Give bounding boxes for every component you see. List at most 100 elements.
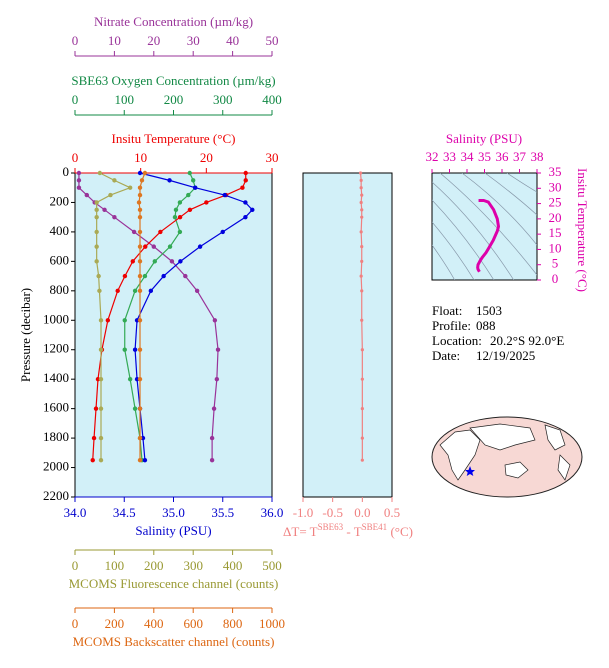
profile-point <box>137 259 143 264</box>
info-key: Date: <box>432 348 460 363</box>
x-tick-label: 34 <box>461 149 475 164</box>
profile-point <box>148 288 154 294</box>
profile-point <box>137 435 143 441</box>
profile-point <box>122 273 128 279</box>
profile-point <box>142 273 148 279</box>
profile-point <box>127 376 133 382</box>
axis-title: Nitrate Concentration (µm/kg) <box>94 14 253 29</box>
profile-point <box>112 214 117 220</box>
axis-title: MCOMS Backscatter channel (counts) <box>73 634 275 649</box>
profile-point <box>192 185 198 190</box>
x-tick-label: -0.5 <box>322 505 343 520</box>
profile-point <box>191 178 196 183</box>
profile-point <box>130 259 135 264</box>
profile-point <box>167 244 173 249</box>
y-tick-label: 400 <box>50 223 70 238</box>
x-tick-label: 0 <box>72 616 79 631</box>
x-tick-label: 200 <box>105 616 125 631</box>
profile-point <box>139 178 145 183</box>
profile-point <box>173 207 179 213</box>
profile-point <box>169 259 175 264</box>
delta-point <box>359 200 363 205</box>
info-block: Float: 1503 Profile: 088 Location: 20.2°… <box>432 303 564 363</box>
y-tick-label: 25 <box>549 195 562 210</box>
x-tick-label: 33 <box>443 149 456 164</box>
x-tick-label: 10 <box>134 150 147 165</box>
delta-point <box>360 348 364 352</box>
x-tick-label: 35.0 <box>162 505 185 520</box>
x-tick-label: 36.0 <box>261 505 284 520</box>
profile-point <box>186 192 191 198</box>
profile-point <box>105 318 111 323</box>
x-tick-label: 20 <box>147 33 160 48</box>
x-tick-label: 0 <box>72 150 79 165</box>
profile-point <box>94 244 99 249</box>
profile-point <box>211 406 217 411</box>
profile-point <box>112 178 117 183</box>
profile-point <box>137 185 143 190</box>
x-tick-label: 34.5 <box>113 505 136 520</box>
ts-x-label: Salinity (PSU) <box>446 131 522 146</box>
info-value: 20.2°S 92.0°E <box>490 333 564 348</box>
profile-point <box>222 192 227 198</box>
profile-point <box>97 288 102 294</box>
profile-point <box>137 376 143 382</box>
delta-point <box>360 436 364 440</box>
y-tick-label: 2000 <box>43 459 69 474</box>
x-tick-label: 0 <box>72 558 79 573</box>
profile-point <box>194 288 200 294</box>
x-tick-label: 38 <box>531 149 544 164</box>
info-key: Float: <box>432 303 462 318</box>
profile-point <box>84 192 90 198</box>
profile-point <box>132 406 138 411</box>
ts-y-label: Insitu Temperature (°C) <box>575 168 590 292</box>
delta-point <box>359 274 363 278</box>
label-part: ΔT= T <box>283 524 318 539</box>
delta-point <box>360 259 364 263</box>
profile-point <box>98 435 104 441</box>
info-value: 1503 <box>476 303 502 318</box>
profile-point <box>137 288 143 294</box>
axis-title: MCOMS Fluorescence channel (counts) <box>69 576 279 591</box>
y-tick-label: 1200 <box>43 341 69 356</box>
label-part: - T <box>343 524 362 539</box>
profile-point <box>98 347 104 352</box>
x-tick-label: 10 <box>108 33 121 48</box>
profile-point <box>94 229 99 235</box>
profile-point <box>137 347 143 352</box>
delta-plot <box>302 172 393 498</box>
x-tick-label: 35 <box>478 149 491 164</box>
profile-point <box>76 185 82 190</box>
y-tick-label: 200 <box>50 193 70 208</box>
profile-point <box>95 376 101 382</box>
density-contours <box>432 173 537 280</box>
x-tick-label: 0.0 <box>354 505 370 520</box>
x-tick-label: 36 <box>496 149 510 164</box>
y-tick-label: 1600 <box>43 400 69 415</box>
delta-point <box>360 377 364 381</box>
profile-point <box>137 229 143 235</box>
world-map <box>431 416 583 498</box>
y-tick-label: 1000 <box>43 311 69 326</box>
x-tick-label: 34.0 <box>64 505 87 520</box>
info-value: 12/19/2025 <box>476 348 535 363</box>
profile-point <box>76 178 82 183</box>
y-tick-label: 2200 <box>43 488 69 503</box>
profile-point <box>142 457 148 463</box>
profile-point <box>187 170 192 176</box>
profile-point <box>214 376 220 382</box>
x-tick-label: 32 <box>426 149 439 164</box>
delta-point <box>360 289 364 293</box>
profile-point <box>250 207 255 213</box>
profile-point <box>152 259 157 264</box>
profile-point <box>204 200 209 205</box>
info-key: Profile: <box>432 318 471 333</box>
profile-point <box>96 273 101 279</box>
profile-point <box>97 170 103 176</box>
x-tick-label: 300 <box>213 92 233 107</box>
profile-point <box>127 185 133 190</box>
profile-point <box>209 457 215 463</box>
x-tick-label: 200 <box>164 92 184 107</box>
delta-point <box>360 458 364 462</box>
y-tick-label: 30 <box>549 179 562 194</box>
